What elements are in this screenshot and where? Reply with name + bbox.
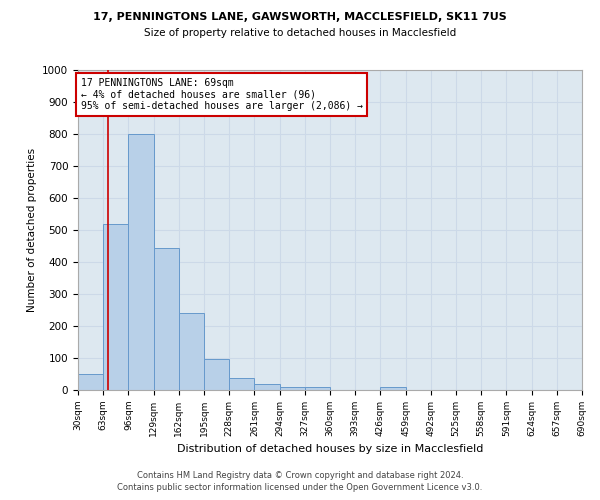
Text: 17, PENNINGTONS LANE, GAWSWORTH, MACCLESFIELD, SK11 7US: 17, PENNINGTONS LANE, GAWSWORTH, MACCLES… (93, 12, 507, 22)
Bar (305, 387, 330, 390)
Bar (380, 387, 406, 390)
Text: Contains HM Land Registry data © Crown copyright and database right 2024.: Contains HM Land Registry data © Crown c… (137, 471, 463, 480)
Bar (254, 384, 280, 390)
Bar (78, 374, 103, 390)
Bar (179, 313, 204, 390)
Text: Contains public sector information licensed under the Open Government Licence v3: Contains public sector information licen… (118, 484, 482, 492)
Bar (103, 224, 128, 390)
X-axis label: Distribution of detached houses by size in Macclesfield: Distribution of detached houses by size … (177, 444, 483, 454)
Bar (280, 387, 305, 390)
Bar (204, 359, 229, 390)
Y-axis label: Number of detached properties: Number of detached properties (26, 148, 37, 312)
Bar (229, 378, 254, 390)
Bar (154, 248, 179, 390)
Bar (128, 134, 154, 390)
Text: 17 PENNINGTONS LANE: 69sqm
← 4% of detached houses are smaller (96)
95% of semi-: 17 PENNINGTONS LANE: 69sqm ← 4% of detac… (80, 78, 362, 111)
Text: Size of property relative to detached houses in Macclesfield: Size of property relative to detached ho… (144, 28, 456, 38)
